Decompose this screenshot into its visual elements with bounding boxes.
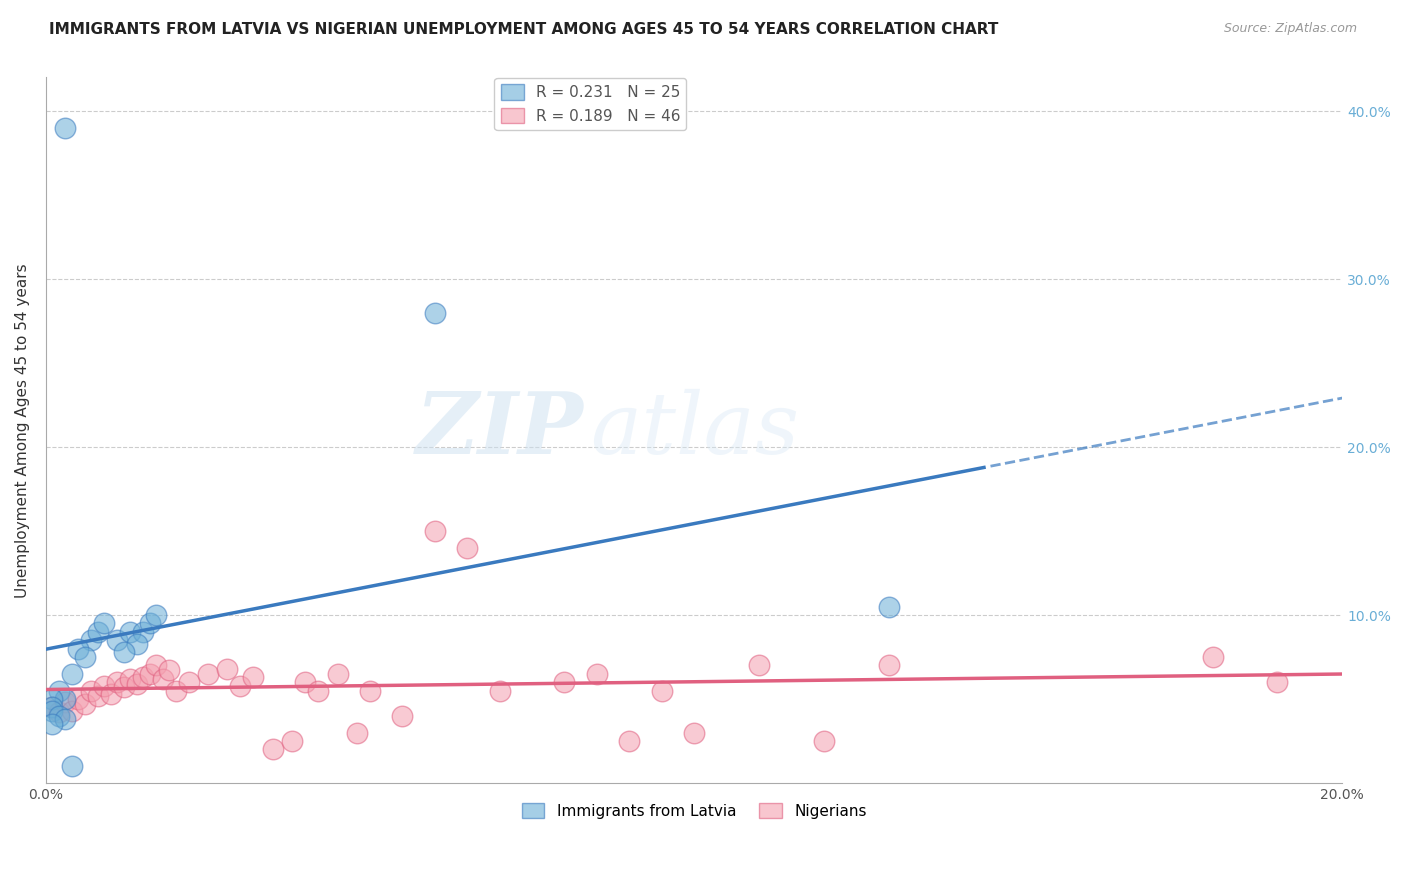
Point bbox=[152, 672, 174, 686]
Point bbox=[93, 679, 115, 693]
Point bbox=[67, 641, 90, 656]
Point bbox=[67, 692, 90, 706]
Point bbox=[326, 666, 349, 681]
Point bbox=[262, 742, 284, 756]
Point bbox=[55, 120, 77, 135]
Point bbox=[41, 700, 63, 714]
Point bbox=[651, 683, 673, 698]
Point bbox=[229, 679, 252, 693]
Point bbox=[423, 524, 446, 538]
Point bbox=[55, 695, 77, 709]
Point bbox=[281, 734, 304, 748]
Point bbox=[73, 650, 96, 665]
Point bbox=[877, 599, 900, 614]
Point bbox=[683, 725, 706, 739]
Point bbox=[177, 675, 200, 690]
Point bbox=[48, 706, 70, 720]
Point bbox=[41, 704, 63, 718]
Point bbox=[165, 683, 187, 698]
Point bbox=[197, 666, 219, 681]
Point bbox=[132, 670, 155, 684]
Point bbox=[307, 683, 329, 698]
Point bbox=[294, 675, 316, 690]
Point bbox=[456, 541, 478, 555]
Point bbox=[60, 666, 83, 681]
Point bbox=[1201, 650, 1223, 665]
Point bbox=[80, 683, 103, 698]
Point bbox=[813, 734, 835, 748]
Text: IMMIGRANTS FROM LATVIA VS NIGERIAN UNEMPLOYMENT AMONG AGES 45 TO 54 YEARS CORREL: IMMIGRANTS FROM LATVIA VS NIGERIAN UNEMP… bbox=[49, 22, 998, 37]
Point bbox=[157, 664, 180, 678]
Point bbox=[138, 616, 160, 631]
Point bbox=[346, 725, 368, 739]
Text: atlas: atlas bbox=[591, 389, 800, 472]
Point bbox=[112, 645, 135, 659]
Point bbox=[48, 683, 70, 698]
Point bbox=[132, 624, 155, 639]
Point bbox=[359, 683, 381, 698]
Point bbox=[87, 689, 110, 703]
Point bbox=[145, 608, 167, 623]
Point bbox=[93, 616, 115, 631]
Point bbox=[242, 670, 264, 684]
Point bbox=[423, 305, 446, 319]
Point bbox=[87, 624, 110, 639]
Text: Source: ZipAtlas.com: Source: ZipAtlas.com bbox=[1223, 22, 1357, 36]
Point bbox=[217, 662, 239, 676]
Point bbox=[60, 759, 83, 773]
Point bbox=[138, 666, 160, 681]
Legend: Immigrants from Latvia, Nigerians: Immigrants from Latvia, Nigerians bbox=[516, 797, 873, 825]
Point bbox=[1267, 675, 1289, 690]
Point bbox=[41, 692, 63, 706]
Point bbox=[41, 717, 63, 731]
Point bbox=[48, 709, 70, 723]
Point bbox=[145, 658, 167, 673]
Text: ZIP: ZIP bbox=[416, 389, 583, 472]
Point bbox=[748, 658, 770, 673]
Point bbox=[112, 680, 135, 694]
Point bbox=[73, 697, 96, 711]
Point bbox=[125, 677, 148, 691]
Point bbox=[391, 709, 413, 723]
Point bbox=[105, 675, 128, 690]
Point bbox=[877, 658, 900, 673]
Point bbox=[80, 633, 103, 648]
Point bbox=[100, 687, 122, 701]
Point bbox=[553, 675, 575, 690]
Point bbox=[55, 712, 77, 726]
Point bbox=[120, 624, 142, 639]
Point bbox=[60, 704, 83, 718]
Point bbox=[120, 672, 142, 686]
Point bbox=[619, 734, 641, 748]
Point bbox=[41, 700, 63, 714]
Point bbox=[55, 692, 77, 706]
Point bbox=[105, 633, 128, 648]
Y-axis label: Unemployment Among Ages 45 to 54 years: Unemployment Among Ages 45 to 54 years bbox=[15, 263, 30, 598]
Point bbox=[586, 666, 609, 681]
Point bbox=[488, 683, 510, 698]
Point bbox=[125, 637, 148, 651]
